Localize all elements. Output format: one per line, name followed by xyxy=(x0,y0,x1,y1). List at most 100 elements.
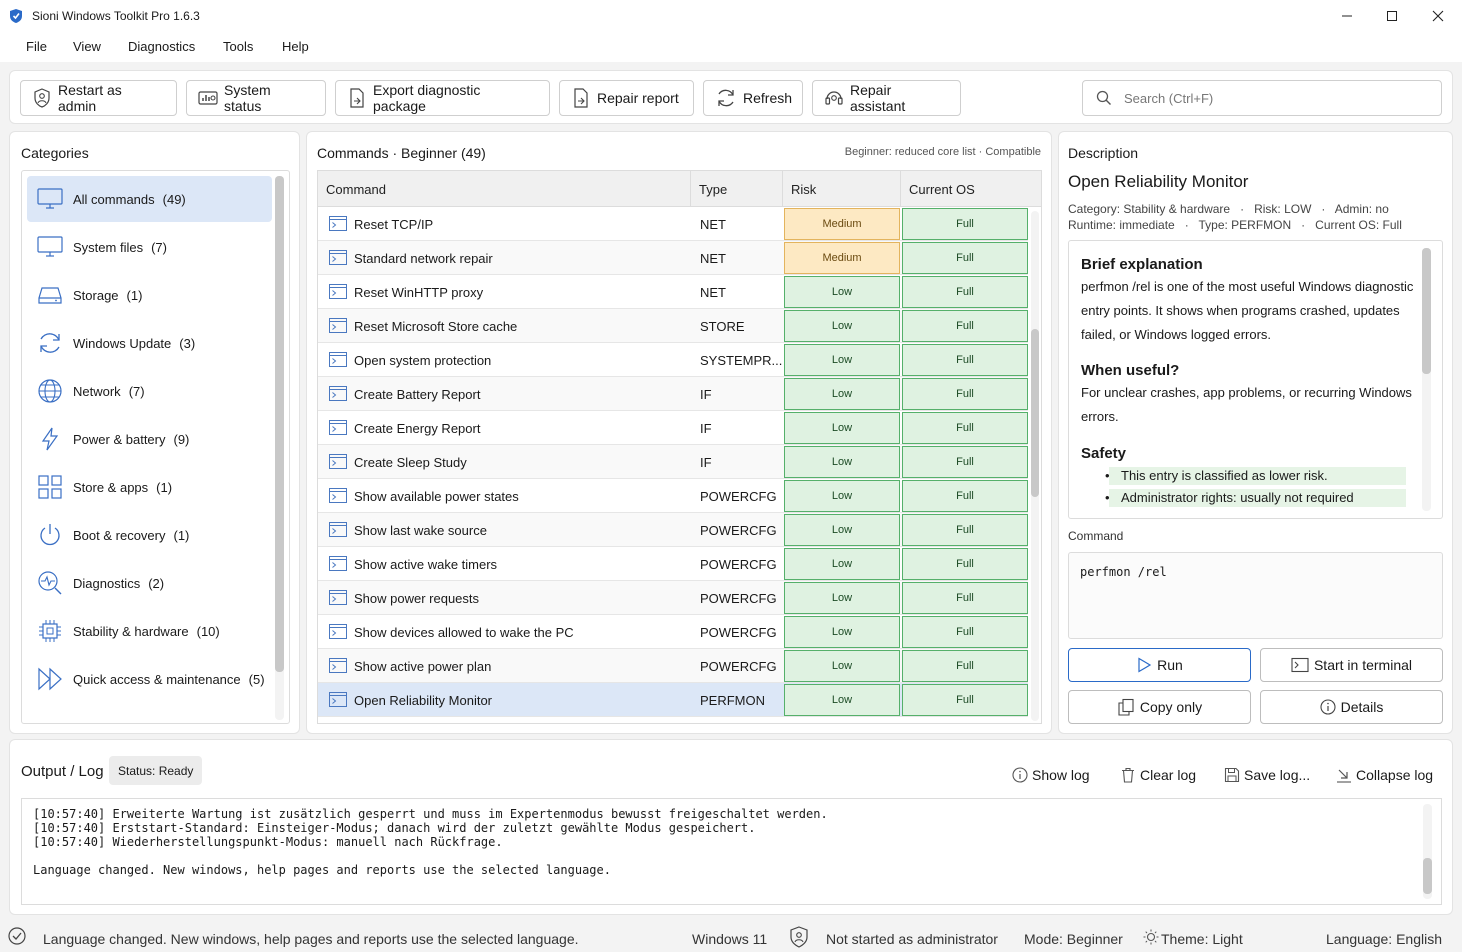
menu-diagnostics[interactable]: Diagnostics xyxy=(128,39,196,54)
repair-report-button[interactable]: Repair report xyxy=(559,80,694,116)
table-row[interactable]: Reset Microsoft Store cache STORE Low Full xyxy=(318,309,1028,343)
category-scrollbar[interactable] xyxy=(275,176,284,720)
category-store-apps[interactable]: Store & apps (1) xyxy=(27,464,272,510)
collapse-log-button[interactable]: Collapse log xyxy=(1336,767,1433,783)
clear-log-button[interactable]: Clear log xyxy=(1120,767,1196,783)
category-count: (49) xyxy=(162,191,186,207)
search-input[interactable]: Search (Ctrl+F) xyxy=(1082,80,1442,116)
run-button[interactable]: Run xyxy=(1068,648,1251,682)
category-storage[interactable]: Storage (1) xyxy=(27,272,272,318)
category-quick-access[interactable]: Quick access & maintenance (5) xyxy=(27,656,272,702)
table-row[interactable]: Open Reliability Monitor PERFMON Low Full xyxy=(318,683,1028,717)
table-row[interactable]: Create Energy Report IF Low Full xyxy=(318,411,1028,445)
table-row[interactable]: Show power requests POWERCFG Low Full xyxy=(318,581,1028,615)
table-row[interactable]: Show available power states POWERCFG Low Fu… xyxy=(318,479,1028,513)
table-row[interactable]: Show active power plan POWERCFG Low Full xyxy=(318,649,1028,683)
description-meta-2: Runtime: immediate · Type: PERFMON · Cur… xyxy=(1068,218,1402,232)
risk-badge: Low xyxy=(784,310,900,342)
table-row[interactable]: Open system protection SYSTEMPR... Low Full xyxy=(318,343,1028,377)
copy-only-button[interactable]: Copy only xyxy=(1068,690,1251,724)
category-diagnostics[interactable]: Diagnostics (2) xyxy=(27,560,272,606)
table-row[interactable]: Show last wake source POWERCFG Low Full xyxy=(318,513,1028,547)
description-heading: Open Reliability Monitor xyxy=(1068,172,1249,191)
category-label: Network xyxy=(73,383,121,399)
command-box[interactable]: perfmon /rel xyxy=(1068,552,1443,639)
commands-scroll-thumb[interactable] xyxy=(1031,329,1039,497)
refresh-button[interactable]: Refresh xyxy=(703,80,803,116)
category-label: Store & apps xyxy=(73,479,149,495)
start-terminal-button[interactable]: Start in terminal xyxy=(1260,648,1443,682)
collapse-icon xyxy=(1336,767,1352,783)
brief-text: perfmon /rel is one of the most useful W… xyxy=(1081,279,1414,342)
table-row[interactable]: Show active wake timers POWERCFG Low Full xyxy=(318,547,1028,581)
column-current-os[interactable]: Current OS xyxy=(909,182,975,197)
column-type[interactable]: Type xyxy=(699,182,728,197)
restart-admin-button[interactable]: Restart as admin xyxy=(20,80,177,116)
useful-text: For unclear crashes, app problems, or re… xyxy=(1081,385,1412,424)
menu-help[interactable]: Help xyxy=(282,39,309,54)
menu-view[interactable]: View xyxy=(73,39,101,54)
category-count: (5) xyxy=(248,671,265,687)
status-language[interactable]: Language: English xyxy=(1326,931,1442,947)
repair-report-label: Repair report xyxy=(597,90,679,106)
category-stability-hardware[interactable]: Stability & hardware (10) xyxy=(27,608,272,654)
table-row[interactable]: Reset WinHTTP proxy NET Low Full xyxy=(318,275,1028,309)
log-textarea[interactable]: [10:57:40] Erweiterte Wartung ist zusätz… xyxy=(21,798,1442,905)
maximize-button[interactable] xyxy=(1369,0,1415,32)
trash-icon xyxy=(1120,767,1136,783)
system-status-button[interactable]: System status xyxy=(186,80,326,116)
terminal-icon xyxy=(329,216,347,231)
category-label: Diagnostics xyxy=(73,575,141,591)
command-name: Show devices allowed to wake the PC xyxy=(354,625,574,640)
category-power-battery[interactable]: Power & battery (9) xyxy=(27,416,272,462)
category-network[interactable]: Network (7) xyxy=(27,368,272,414)
show-log-button[interactable]: Show log xyxy=(1012,767,1090,783)
safety-item: • This entry is classified as lower risk. xyxy=(1105,467,1406,485)
log-line: [10:57:40] Erweiterte Wartung ist zusätz… xyxy=(33,807,828,821)
risk-badge: Low xyxy=(784,378,900,410)
category-boot-recovery[interactable]: Boot & recovery (1) xyxy=(27,512,272,558)
log-scrollbar[interactable] xyxy=(1423,804,1432,899)
commands-scrollbar[interactable] xyxy=(1031,211,1039,721)
close-button[interactable] xyxy=(1415,0,1461,32)
table-row[interactable]: Create Battery Report IF Low Full xyxy=(318,377,1028,411)
brief-heading: Brief explanation xyxy=(1081,256,1203,273)
column-risk[interactable]: Risk xyxy=(791,182,817,197)
risk-badge: Low xyxy=(784,276,900,308)
table-row[interactable]: Reset TCP/IP NET Medium Full xyxy=(318,207,1028,241)
category-count: (7) xyxy=(151,239,167,255)
command-name: Open Reliability Monitor xyxy=(354,693,493,708)
category-count: (7) xyxy=(128,383,145,399)
minimize-button[interactable] xyxy=(1324,0,1370,32)
status-badge: Status: Ready xyxy=(109,756,203,785)
menu-tools[interactable]: Tools xyxy=(223,39,254,54)
run-label: Run xyxy=(1157,657,1183,673)
os-badge: Full xyxy=(902,650,1028,682)
status-theme[interactable]: Theme: Light xyxy=(1161,931,1243,947)
category-count: (1) xyxy=(156,479,173,495)
table-row[interactable]: Create Sleep Study IF Low Full xyxy=(318,445,1028,479)
headset-icon xyxy=(823,87,845,109)
repair-assistant-button[interactable]: Repair assistant xyxy=(812,80,961,116)
menu-file[interactable]: File xyxy=(26,39,47,54)
details-button[interactable]: Details xyxy=(1260,690,1443,724)
column-command[interactable]: Command xyxy=(326,182,386,197)
command-name: Create Sleep Study xyxy=(354,455,467,470)
category-all-commands[interactable]: All commands (49) xyxy=(27,176,272,222)
command-type: POWERCFG xyxy=(700,591,777,606)
monitor-icon xyxy=(27,235,73,259)
save-log-button[interactable]: Save log... xyxy=(1224,767,1310,783)
log-scroll-thumb[interactable] xyxy=(1423,858,1432,894)
table-row[interactable]: Show devices allowed to wake the PC POWER… xyxy=(318,615,1028,649)
terminal-label: Start in terminal xyxy=(1313,657,1413,673)
category-label: Storage xyxy=(73,287,119,303)
table-row[interactable]: Standard network repair NET Medium Full xyxy=(318,241,1028,275)
safety-item-text: Administrator rights: usually not requir… xyxy=(1121,490,1354,505)
explanation-scrollbar[interactable] xyxy=(1422,248,1431,511)
export-package-button[interactable]: Export diagnostic package xyxy=(335,80,550,116)
details-label: Details xyxy=(1340,699,1384,715)
explanation-scroll-thumb[interactable] xyxy=(1422,248,1431,374)
category-windows-update[interactable]: Windows Update (3) xyxy=(27,320,272,366)
category-system-files[interactable]: System files (7) xyxy=(27,224,272,270)
category-scroll-thumb[interactable] xyxy=(275,176,284,672)
